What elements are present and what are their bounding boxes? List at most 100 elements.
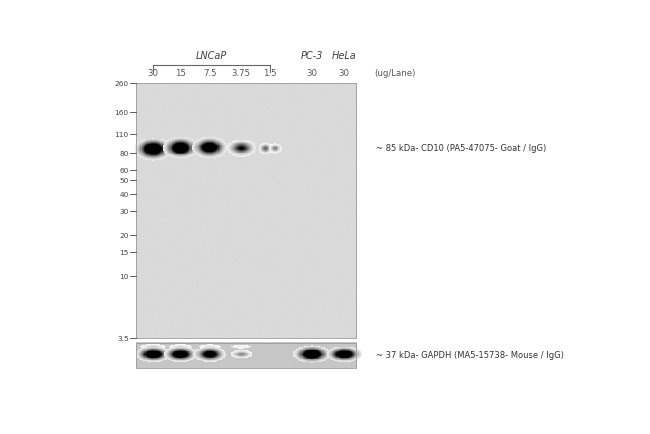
Bar xyxy=(223,355,224,356)
Bar xyxy=(161,352,162,353)
Bar xyxy=(179,158,181,159)
Bar xyxy=(172,152,173,153)
Bar xyxy=(159,140,161,141)
Bar xyxy=(317,347,318,348)
Bar xyxy=(333,354,334,355)
Bar xyxy=(334,351,335,352)
Bar xyxy=(168,144,170,145)
Bar xyxy=(150,149,151,150)
Bar xyxy=(334,360,335,361)
Bar xyxy=(153,159,155,160)
Bar xyxy=(155,143,157,144)
Text: 80: 80 xyxy=(119,150,129,156)
Text: 3.5: 3.5 xyxy=(117,335,129,341)
Bar xyxy=(245,141,246,142)
Bar xyxy=(238,154,239,155)
Bar xyxy=(319,346,320,347)
Bar xyxy=(214,141,215,142)
Bar xyxy=(317,350,318,351)
Bar xyxy=(150,150,151,151)
Bar xyxy=(203,348,205,349)
Bar xyxy=(212,145,213,146)
Bar xyxy=(221,141,222,142)
Bar xyxy=(151,154,152,155)
Bar xyxy=(162,147,164,148)
Bar xyxy=(212,352,213,353)
Bar xyxy=(252,151,253,152)
Bar xyxy=(147,357,148,358)
Bar xyxy=(189,147,190,148)
Bar xyxy=(159,159,161,160)
Bar xyxy=(217,357,218,358)
Bar xyxy=(195,147,196,148)
Bar xyxy=(202,147,203,148)
Bar xyxy=(170,358,171,359)
Bar xyxy=(152,151,153,153)
Bar xyxy=(172,351,173,352)
Bar xyxy=(318,350,319,351)
Bar xyxy=(159,350,160,351)
Bar xyxy=(185,361,186,362)
Bar xyxy=(193,358,194,359)
Bar xyxy=(179,359,181,360)
Bar xyxy=(312,347,313,348)
Bar xyxy=(193,353,194,354)
Bar xyxy=(322,359,324,360)
Bar xyxy=(221,149,222,150)
Bar xyxy=(139,350,140,351)
Bar xyxy=(164,153,165,154)
Bar xyxy=(223,151,224,152)
Bar xyxy=(174,147,175,148)
Bar xyxy=(144,149,145,150)
Bar xyxy=(167,143,168,144)
Bar xyxy=(358,351,359,352)
Bar xyxy=(333,352,334,353)
Bar xyxy=(237,156,238,157)
Bar xyxy=(177,158,178,159)
Bar xyxy=(147,359,148,360)
Bar xyxy=(309,350,311,351)
Bar xyxy=(184,354,185,355)
Bar xyxy=(162,157,164,158)
Bar xyxy=(159,358,160,359)
Bar xyxy=(136,84,356,338)
Bar xyxy=(170,144,172,145)
Bar xyxy=(168,144,170,145)
Bar xyxy=(226,146,228,147)
Bar xyxy=(190,144,192,145)
Bar xyxy=(224,357,225,358)
Bar xyxy=(195,351,196,352)
Bar xyxy=(149,348,150,349)
Bar xyxy=(218,139,220,140)
Bar xyxy=(326,358,327,359)
Bar xyxy=(359,355,361,356)
Bar xyxy=(346,349,348,350)
Bar xyxy=(222,152,223,153)
Bar xyxy=(170,150,171,151)
Bar xyxy=(353,356,354,357)
Bar xyxy=(187,139,188,140)
Bar xyxy=(356,350,358,351)
Bar xyxy=(339,348,340,349)
Bar xyxy=(214,351,216,352)
Text: 160: 160 xyxy=(114,109,129,115)
Bar xyxy=(344,361,345,362)
Bar xyxy=(162,355,163,356)
Bar xyxy=(157,356,158,357)
Bar xyxy=(212,139,213,140)
Bar xyxy=(230,145,231,146)
Bar xyxy=(230,152,231,153)
Bar xyxy=(157,145,158,146)
Bar xyxy=(254,151,255,152)
Bar xyxy=(174,361,176,362)
Bar xyxy=(177,155,178,156)
Bar xyxy=(213,151,214,152)
Bar xyxy=(187,350,188,351)
Bar xyxy=(332,354,333,355)
Bar xyxy=(214,347,216,348)
Bar xyxy=(209,156,210,157)
Bar xyxy=(216,356,217,357)
Bar xyxy=(192,155,194,156)
Bar xyxy=(326,354,327,355)
Bar xyxy=(185,352,186,353)
